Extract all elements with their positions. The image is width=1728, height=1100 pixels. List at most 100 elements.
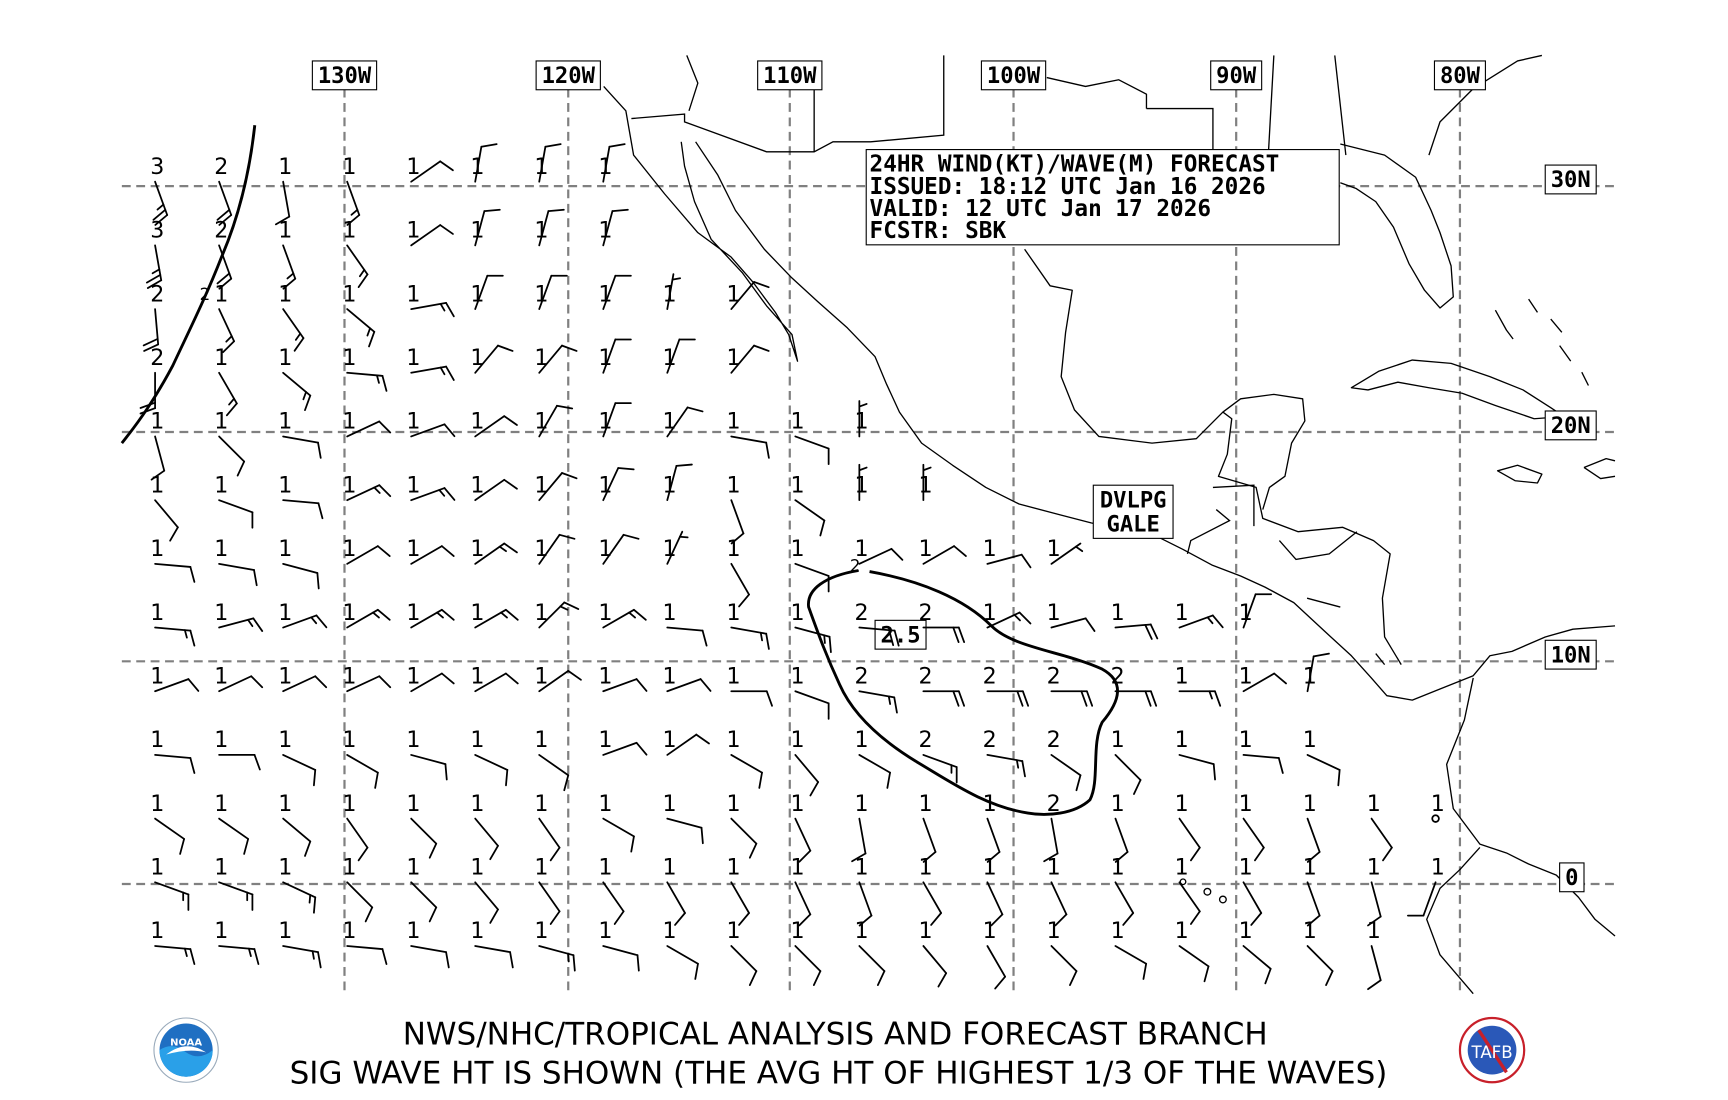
- contour-label: 2: [200, 285, 211, 304]
- wind-barb-staff: [282, 562, 319, 574]
- wind-barb-full: [1075, 774, 1082, 792]
- wind-barb: [666, 338, 696, 374]
- wind-barb-full: [1085, 690, 1094, 707]
- wind-barb: [1242, 754, 1284, 774]
- wind-barb: [282, 881, 317, 914]
- wind-barb-staff: [1178, 754, 1215, 765]
- wind-barb-full: [250, 675, 264, 689]
- wave-height-value: 1: [470, 472, 484, 498]
- wind-barb-full: [851, 852, 867, 863]
- wind-barb: [730, 945, 758, 987]
- wave-height-value: 1: [406, 600, 420, 626]
- wave-height-value: 1: [983, 536, 997, 562]
- wind-barb: [858, 754, 891, 789]
- wave-height-value: 2: [150, 281, 164, 307]
- wind-barb-staff: [538, 670, 570, 693]
- wind-barb: [1178, 690, 1222, 707]
- wind-barb-full: [189, 566, 196, 583]
- lon-label-box: [1210, 60, 1263, 91]
- wind-barb-full: [1211, 614, 1224, 629]
- wind-barb-staff: [666, 817, 703, 829]
- wind-barb-full: [1080, 690, 1088, 707]
- wave-height-value: 1: [790, 600, 804, 626]
- wind-barb-staff: [218, 435, 246, 463]
- wind-barb-full: [567, 670, 582, 681]
- wave-height-value: 2: [150, 345, 164, 371]
- wave-height-value: 1: [1239, 918, 1253, 944]
- wind-barb-staff: [1114, 881, 1135, 914]
- wind-barb: [730, 626, 770, 650]
- wave-height-value: 1: [470, 727, 484, 753]
- wind-barb-half: [372, 611, 380, 619]
- wind-barb-full: [937, 972, 948, 988]
- wind-barb: [410, 672, 455, 693]
- wind-barb: [1242, 881, 1263, 926]
- wind-barb: [922, 545, 967, 565]
- wind-barb: [1114, 881, 1135, 926]
- wind-barb: [1114, 623, 1159, 640]
- latitude-labels: 30N 20N 10N 0: [1544, 164, 1597, 893]
- wind-barb-staff: [282, 675, 317, 693]
- wave-height-value: 1: [150, 472, 164, 498]
- wind-barb: [410, 545, 455, 565]
- wind-barb-staff: [538, 533, 561, 565]
- wind-barb-full: [930, 912, 942, 926]
- wind-barb-full: [489, 844, 499, 861]
- wind-barb-full: [1250, 912, 1263, 926]
- forecaster: FCSTR: SBK: [870, 218, 1007, 244]
- wave-height-value: 1: [662, 918, 676, 944]
- wave-height-value: 1: [278, 791, 292, 817]
- wave-height-value: 1: [662, 855, 676, 881]
- wave-height-value: 1: [406, 409, 420, 435]
- yucatan-coast: [1222, 393, 1306, 510]
- wind-barb-staff: [1050, 617, 1087, 629]
- wave-height-value: 1: [470, 536, 484, 562]
- wind-barb-staff: [858, 547, 893, 565]
- wind-barb-full: [765, 441, 770, 459]
- wave-height-value: 3: [150, 218, 164, 244]
- wind-barb: [730, 562, 750, 608]
- wind-barb-staff: [666, 465, 678, 502]
- wave-height-value: 1: [726, 600, 740, 626]
- wind-barb: [602, 467, 635, 502]
- wave-height-value: 1: [726, 472, 740, 498]
- wave-height-value: 1: [726, 281, 740, 307]
- wind-barb: [602, 143, 626, 183]
- wave-height-value: 1: [1431, 791, 1445, 817]
- wind-barb-full: [563, 601, 580, 610]
- wind-barb-full: [440, 608, 455, 621]
- wind-barb-staff: [410, 881, 438, 909]
- lat-label: 10N: [1551, 642, 1591, 668]
- wind-barb: [346, 817, 369, 862]
- wind-barb-full: [748, 970, 758, 987]
- wind-barb-staff: [602, 881, 625, 913]
- wind-barb-full: [443, 487, 456, 501]
- wind-barb: [474, 344, 514, 374]
- wave-height-value: 1: [278, 154, 292, 180]
- wind-barb-full: [753, 344, 770, 352]
- wave-height-value: 1: [470, 918, 484, 944]
- wind-barb-full: [952, 690, 960, 707]
- wind-barb-staff: [346, 881, 374, 909]
- wind-barb-full: [142, 337, 159, 347]
- wind-barb: [474, 143, 498, 183]
- wind-barb-staff: [346, 675, 381, 693]
- wind-barb-half: [1206, 616, 1214, 625]
- wind-barb-half: [225, 335, 233, 343]
- wind-barb-full: [1203, 965, 1210, 983]
- wind-barb: [282, 435, 322, 459]
- wind-barb: [922, 881, 942, 926]
- wave-height-value: 2: [983, 663, 997, 689]
- wind-barb: [474, 478, 518, 502]
- gulf-of-mexico-coast: [1024, 76, 1402, 665]
- wind-barb-staff: [730, 817, 758, 845]
- wave-height-value: 1: [790, 536, 804, 562]
- wind-barb: [282, 562, 320, 590]
- wind-barb-full: [556, 404, 574, 410]
- wind-barb-full: [888, 629, 895, 647]
- wind-barb: [538, 670, 582, 693]
- wind-barb-full: [440, 545, 455, 557]
- wave-height-value: 1: [278, 855, 292, 881]
- wind-barb: [730, 881, 750, 926]
- wind-barb-full: [1114, 851, 1129, 863]
